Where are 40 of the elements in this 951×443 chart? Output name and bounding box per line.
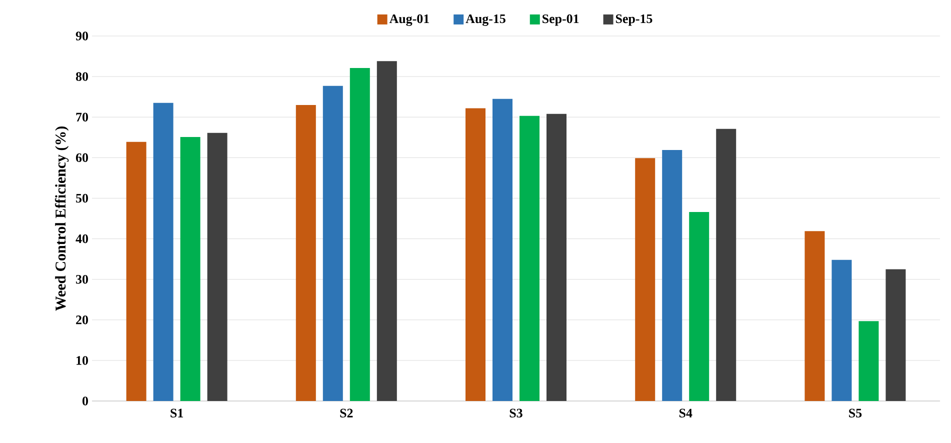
y-axis-title: Weed Control Efficiency (%) — [54, 126, 69, 311]
bar — [153, 102, 174, 401]
y-tick-label: 10 — [76, 356, 88, 365]
y-tick-label: 30 — [76, 274, 88, 284]
y-tick-label: 20 — [76, 316, 88, 324]
bar — [126, 142, 146, 401]
bar — [180, 136, 200, 401]
y-tick-label: 80 — [76, 72, 88, 81]
legend-label: Sep-01 — [542, 14, 579, 26]
bar — [207, 132, 228, 401]
x-tick-label: S1 — [170, 408, 183, 418]
bar — [376, 61, 397, 401]
bar — [886, 269, 906, 401]
bar — [635, 158, 656, 401]
y-tick-label: 0 — [82, 396, 88, 406]
bar — [492, 98, 513, 401]
bar — [296, 104, 316, 401]
legend-label: Aug-15 — [466, 14, 506, 26]
y-tick-label: 90 — [76, 32, 88, 40]
bar — [689, 212, 710, 401]
y-tick-label: 70 — [76, 112, 88, 122]
legend-label: Aug-01 — [389, 14, 429, 26]
bar — [716, 128, 736, 401]
bar — [350, 68, 370, 401]
bar — [546, 114, 567, 401]
bar — [858, 321, 879, 401]
bar — [466, 108, 486, 401]
bar — [662, 150, 682, 401]
bar — [520, 116, 540, 401]
bar — [322, 86, 343, 401]
legend-label: Sep-15 — [616, 14, 652, 26]
y-tick-label: 50 — [76, 194, 88, 203]
y-tick-label: 60 — [76, 153, 88, 162]
x-tick-label: S4 — [679, 408, 692, 418]
x-tick-label: S3 — [510, 408, 522, 418]
bar — [804, 231, 825, 401]
x-tick-label: S5 — [849, 408, 862, 418]
y-tick-label: 40 — [76, 234, 88, 244]
bar — [832, 260, 852, 401]
x-tick-label: S2 — [340, 408, 353, 418]
